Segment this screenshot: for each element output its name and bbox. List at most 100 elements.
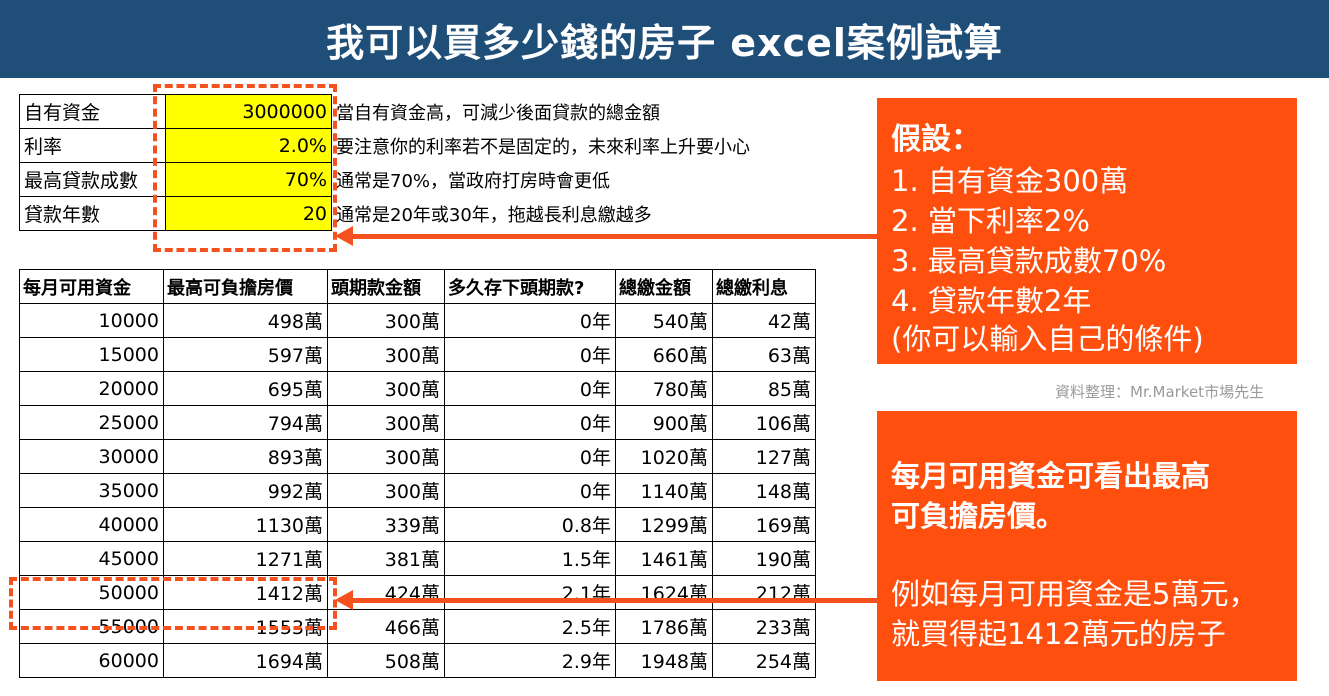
table-cell[interactable]: 2.9年 [444, 643, 616, 678]
table-cell[interactable]: 0年 [444, 371, 616, 406]
input-row: 貸款年數 20 通常是20年或30年，拖越長利息繳越多 [19, 196, 755, 231]
table-row: 15000 597萬 300萬 0年 660萬 63萬 [19, 337, 816, 372]
table-cell[interactable]: 900萬 [615, 405, 713, 440]
table-cell[interactable]: 10000 [19, 303, 164, 338]
table-cell[interactable]: 1.5年 [444, 541, 616, 576]
table-cell[interactable]: 15000 [19, 337, 164, 372]
header-row: 每月可用資金 最高可負擔房價 頭期款金額 多久存下頭期款? 總繳金額 總繳利息 [19, 269, 816, 304]
input-note: 要注意你的利率若不是固定的，未來利率上升要小心 [336, 136, 750, 158]
insight-line: 就買得起1412萬元的房子 [891, 617, 1226, 651]
table-cell[interactable]: 1624萬 [615, 575, 713, 610]
table-cell[interactable]: 212萬 [712, 575, 816, 610]
table-cell[interactable]: 169萬 [712, 507, 816, 542]
table-cell[interactable]: 45000 [19, 541, 164, 576]
column-header: 總繳金額 [615, 269, 713, 304]
table-cell[interactable]: 85萬 [712, 371, 816, 406]
table-row: 20000 695萬 300萬 0年 780萬 85萬 [19, 371, 816, 406]
table-cell[interactable]: 300萬 [327, 303, 445, 338]
input-note: 通常是20年或30年，拖越長利息繳越多 [336, 204, 652, 226]
table-cell[interactable]: 190萬 [712, 541, 816, 576]
table-cell[interactable]: 2.1年 [444, 575, 616, 610]
table-cell[interactable]: 300萬 [327, 439, 445, 474]
table-cell[interactable]: 42萬 [712, 303, 816, 338]
table-cell[interactable]: 300萬 [327, 473, 445, 508]
table-cell[interactable]: 63萬 [712, 337, 816, 372]
input-row: 自有資金 3000000 當自有資金高，可減少後面貸款的總金額 [19, 94, 755, 129]
table-cell[interactable]: 0年 [444, 303, 616, 338]
arrow-left-icon [335, 226, 353, 246]
table-cell[interactable]: 1461萬 [615, 541, 713, 576]
input-label: 自有資金 [19, 94, 166, 129]
assumptions-heading: 假設： [891, 122, 981, 157]
table-cell[interactable]: 508萬 [327, 643, 445, 678]
table-cell[interactable]: 1786萬 [615, 609, 713, 644]
inputs-highlight-frame [153, 84, 337, 252]
input-label: 利率 [19, 128, 166, 163]
column-header: 多久存下頭期款? [444, 269, 616, 304]
table-cell[interactable]: 233萬 [712, 609, 816, 644]
table-cell[interactable]: 498萬 [163, 303, 328, 338]
table-cell[interactable]: 300萬 [327, 337, 445, 372]
table-cell[interactable]: 381萬 [327, 541, 445, 576]
assumption-item: 1. 自有資金300萬 [891, 164, 1129, 198]
source-credit: 資料整理：Mr.Market市場先生 [1055, 383, 1265, 401]
table-cell[interactable]: 1020萬 [615, 439, 713, 474]
table-cell[interactable]: 0.8年 [444, 507, 616, 542]
table-cell[interactable]: 597萬 [163, 337, 328, 372]
table-cell[interactable]: 300萬 [327, 371, 445, 406]
table-cell[interactable]: 2.5年 [444, 609, 616, 644]
column-header: 每月可用資金 [19, 269, 164, 304]
insight-line: 例如每月可用資金是5萬元， [891, 577, 1258, 611]
input-value-cell[interactable]: 2.0% [165, 128, 332, 163]
table-cell[interactable]: 60000 [19, 643, 164, 678]
table-cell[interactable]: 25000 [19, 405, 164, 440]
table-cell[interactable]: 40000 [19, 507, 164, 542]
table-cell[interactable]: 1130萬 [163, 507, 328, 542]
table-cell[interactable]: 127萬 [712, 439, 816, 474]
table-row: 10000 498萬 300萬 0年 540萬 42萬 [19, 303, 816, 338]
table-row: 35000 992萬 300萬 0年 1140萬 148萬 [19, 473, 816, 508]
table-cell[interactable]: 1694萬 [163, 643, 328, 678]
table-cell[interactable]: 695萬 [163, 371, 328, 406]
table-cell[interactable]: 30000 [19, 439, 164, 474]
arrow-left-icon [335, 590, 353, 610]
table-cell[interactable]: 466萬 [327, 609, 445, 644]
table-cell[interactable]: 0年 [444, 439, 616, 474]
table-cell[interactable]: 1271萬 [163, 541, 328, 576]
table-row: 30000 893萬 300萬 0年 1020萬 127萬 [19, 439, 816, 474]
table-cell[interactable]: 254萬 [712, 643, 816, 678]
table-cell[interactable]: 1948萬 [615, 643, 713, 678]
table-cell[interactable]: 1299萬 [615, 507, 713, 542]
insight-box: 每月可用資金可看出最高 可負擔房價。 例如每月可用資金是5萬元， 就買得起141… [877, 411, 1297, 681]
row-highlight-frame [9, 577, 337, 630]
table-row: 40000 1130萬 339萬 0.8年 1299萬 169萬 [19, 507, 816, 542]
table-cell[interactable]: 1140萬 [615, 473, 713, 508]
table-cell[interactable]: 893萬 [163, 439, 328, 474]
insight-heading-line: 可負擔房價。 [891, 499, 1066, 533]
assumption-item: 4. 貸款年數2年 [891, 284, 1092, 318]
table-cell[interactable]: 148萬 [712, 473, 816, 508]
results-table: 每月可用資金 最高可負擔房價 頭期款金額 多久存下頭期款? 總繳金額 總繳利息 … [19, 269, 816, 678]
table-cell[interactable]: 0年 [444, 337, 616, 372]
table-cell[interactable]: 660萬 [615, 337, 713, 372]
column-header: 最高可負擔房價 [163, 269, 328, 304]
input-label: 最高貸款成數 [19, 162, 166, 197]
table-cell[interactable]: 35000 [19, 473, 164, 508]
table-cell[interactable]: 339萬 [327, 507, 445, 542]
table-cell[interactable]: 780萬 [615, 371, 713, 406]
table-cell[interactable]: 106萬 [712, 405, 816, 440]
input-value-cell[interactable]: 20 [165, 196, 332, 231]
table-cell[interactable]: 0年 [444, 473, 616, 508]
arrow-line [352, 234, 878, 239]
input-value-cell[interactable]: 3000000 [165, 94, 332, 129]
insight-heading-line: 每月可用資金可看出最高 [891, 459, 1211, 493]
table-cell[interactable]: 540萬 [615, 303, 713, 338]
assumption-item: 2. 當下利率2% [891, 204, 1090, 238]
table-cell[interactable]: 992萬 [163, 473, 328, 508]
table-cell[interactable]: 20000 [19, 371, 164, 406]
table-row: 60000 1694萬 508萬 2.9年 1948萬 254萬 [19, 643, 816, 678]
table-cell[interactable]: 300萬 [327, 405, 445, 440]
arrow-line [352, 598, 878, 603]
table-cell[interactable]: 794萬 [163, 405, 328, 440]
table-cell[interactable]: 0年 [444, 405, 616, 440]
